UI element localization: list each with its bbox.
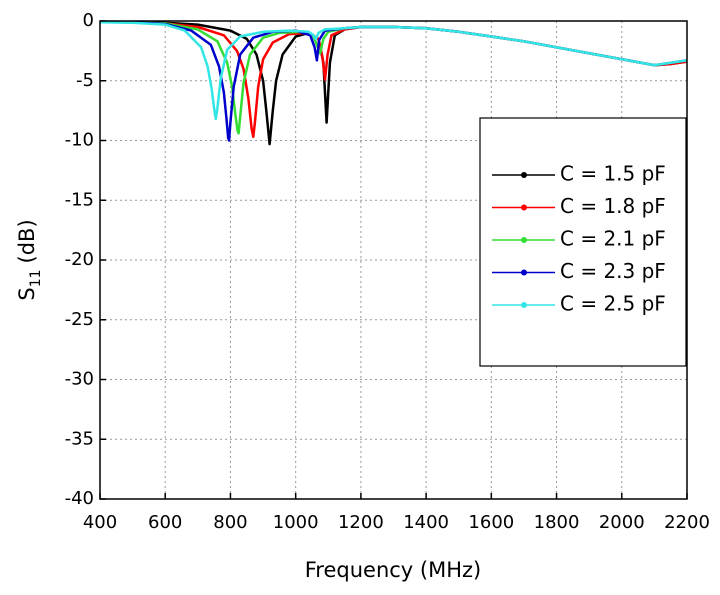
- legend-label: C = 1.8 pF: [560, 194, 666, 218]
- x-tick-label: 2000: [599, 512, 645, 533]
- x-tick-label: 1600: [468, 512, 514, 533]
- legend-marker: [521, 172, 527, 178]
- y-axis-label: S11 (dB): [15, 219, 44, 300]
- y-label-unit: (dB): [15, 219, 39, 263]
- y-tick-label: -10: [65, 130, 94, 151]
- plot-lines: [100, 21, 687, 146]
- y-tick-label: -30: [65, 369, 94, 390]
- x-tick-label: 1200: [338, 512, 384, 533]
- legend-label: C = 1.5 pF: [560, 162, 666, 186]
- series-line: [100, 21, 687, 121]
- x-tick-label: 800: [213, 512, 247, 533]
- y-tick-label: -35: [65, 428, 94, 449]
- legend-label: C = 2.1 pF: [560, 227, 666, 251]
- x-axis-label: Frequency (MHz): [305, 558, 481, 582]
- x-tick-label: 1400: [403, 512, 449, 533]
- x-tick-label: 1000: [273, 512, 319, 533]
- y-tick-label: -25: [65, 309, 94, 330]
- legend-marker: [521, 302, 527, 308]
- x-tick-label: 2200: [664, 512, 710, 533]
- x-tick-label: 1800: [534, 512, 580, 533]
- y-tick-label: 0: [83, 10, 94, 31]
- y-tick-label: -15: [65, 189, 94, 210]
- legend-marker: [521, 204, 527, 211]
- y-tick-label: -40: [65, 488, 94, 509]
- y-label-symbol: S: [15, 287, 39, 300]
- legend-label: C = 2.5 pF: [560, 292, 666, 316]
- plot-frame: [99, 20, 688, 500]
- legend-marker: [521, 237, 527, 243]
- legend-label: C = 2.3 pF: [560, 259, 666, 283]
- y-label-subscript: 11: [28, 269, 44, 287]
- y-tick-label: -5: [76, 70, 94, 91]
- legend-marker: [521, 269, 527, 276]
- series-line: [100, 21, 687, 135]
- y-tick-label: -20: [65, 249, 94, 270]
- x-tick-label: 600: [148, 512, 182, 533]
- legend-box: [479, 117, 687, 367]
- x-tick-label: 400: [83, 512, 117, 533]
